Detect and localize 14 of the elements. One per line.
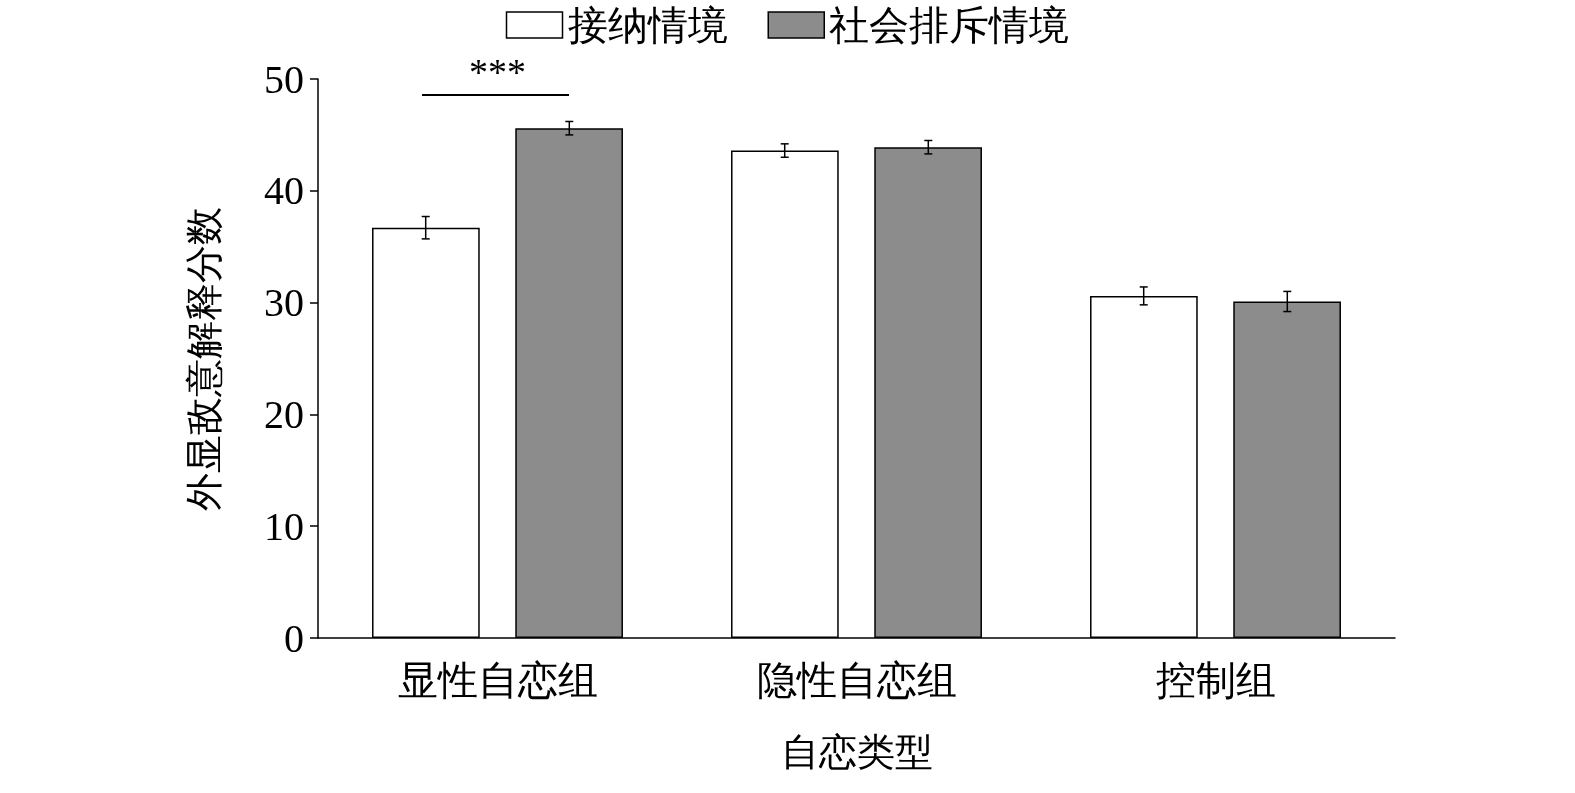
x-tick-label: 控制组 bbox=[1155, 657, 1276, 703]
x-tick-label: 隐性自恋组 bbox=[756, 657, 957, 703]
legend-label: 社会排斥情境 bbox=[829, 2, 1070, 48]
y-tick-label: 0 bbox=[284, 615, 304, 661]
x-axis-title: 自恋类型 bbox=[780, 731, 933, 773]
y-tick-label: 30 bbox=[264, 280, 304, 326]
y-tick-label: 40 bbox=[264, 168, 304, 214]
y-tick-label: 20 bbox=[264, 391, 304, 437]
legend-label: 接纳情境 bbox=[567, 2, 728, 48]
annotation: *** bbox=[469, 51, 526, 93]
y-tick-label: 10 bbox=[264, 503, 304, 549]
y-tick-label: 50 bbox=[264, 56, 304, 102]
y-axis-title: 外显敌意解释分数 bbox=[183, 206, 225, 511]
x-tick-label: 显性自恋组 bbox=[397, 657, 598, 703]
